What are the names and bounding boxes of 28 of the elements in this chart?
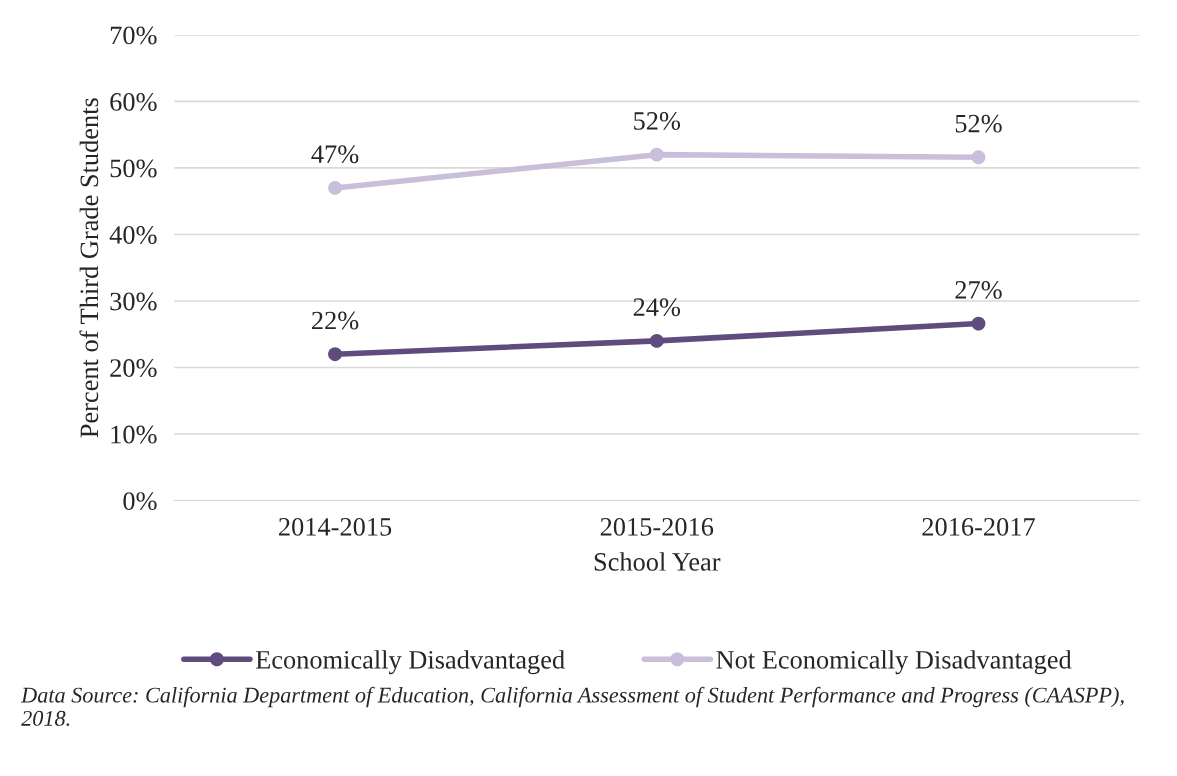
y-axis-title: Percent of Third Grade Students [79,98,99,438]
data-label: 24% [633,298,681,317]
point [328,180,342,195]
legend-label: Economically Disadvantaged [255,650,565,675]
data-label: 47% [311,145,359,164]
point [649,147,664,162]
y-tick-label: 50% [110,159,157,178]
point [971,316,986,331]
point [971,150,986,165]
source-note: Data Source: California Department of Education, California Assessment of Student Performance and Progress (CAASPP), 2018. [20,686,1124,726]
legend-label: Not Economically Disadvantaged [716,650,1072,675]
y-tick-label: 70% [110,26,157,45]
data-label: 22% [312,311,359,330]
y-tick-label: 20% [110,359,157,377]
y-tick-label: 10% [111,425,157,444]
y-tick-label: 0% [123,492,157,511]
data-label: 27% [955,280,1002,299]
point [328,347,342,362]
x-tick-label: 2014-2015 [279,517,392,536]
x-tick-label: 2015-2016 [600,517,714,536]
y-tick-label: 30% [110,292,157,311]
x-axis-title: School Year [594,552,721,571]
data-label: 52% [955,114,1002,133]
data-label: 52% [634,112,681,130]
x-tick-label: 2016-2017 [922,517,1035,536]
y-tick-label: 40% [109,226,157,244]
y-tick-label: 60% [110,93,157,111]
point [649,333,664,348]
